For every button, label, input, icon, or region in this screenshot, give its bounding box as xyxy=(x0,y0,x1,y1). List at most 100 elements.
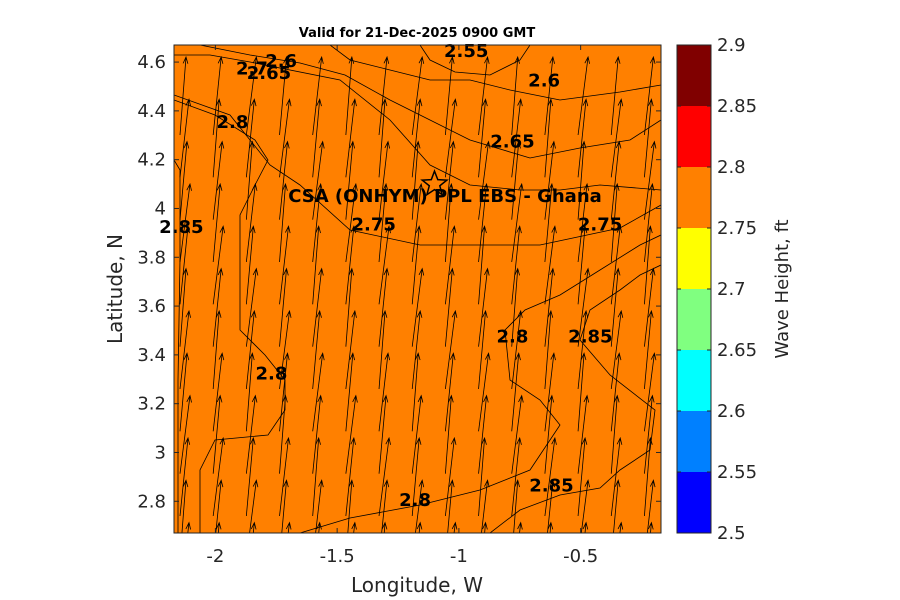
direction-arrow xyxy=(447,479,455,533)
direction-arrow xyxy=(646,479,656,533)
direction-arrow xyxy=(478,98,488,178)
site-marker: CSA (ONHYM) PPL EBS - Ghana xyxy=(288,168,602,207)
direction-arrow xyxy=(644,436,653,517)
direction-arrow xyxy=(411,182,424,263)
site-label: CSA (ONHYM) PPL EBS - Ghana xyxy=(288,186,602,207)
direction-arrow xyxy=(312,98,322,178)
direction-arrow xyxy=(378,436,391,517)
direction-arrow xyxy=(478,182,489,263)
direction-arrow xyxy=(610,267,621,347)
direction-arrow xyxy=(511,55,520,136)
direction-arrow xyxy=(511,309,523,390)
direction-arrow xyxy=(245,309,257,390)
direction-arrow xyxy=(279,436,291,517)
y-tick-label: 3.4 xyxy=(137,345,166,366)
direction-arrow xyxy=(444,309,458,390)
colorbar-swatch xyxy=(677,289,711,350)
wave-direction-arrows xyxy=(179,55,657,533)
direction-arrow xyxy=(212,140,225,220)
direction-arrow xyxy=(478,267,490,347)
direction-arrow xyxy=(279,352,290,432)
direction-arrow xyxy=(312,140,325,220)
x-axis-ticks: -2 -1.5 -1 -0.5 xyxy=(206,45,598,567)
direction-arrow xyxy=(478,225,487,305)
colorbar-swatch xyxy=(677,106,711,167)
direction-arrow xyxy=(511,182,524,263)
direction-arrow xyxy=(610,394,620,474)
direction-arrow xyxy=(181,479,189,533)
direction-arrow xyxy=(378,352,391,432)
direction-arrow xyxy=(312,394,323,474)
colorbar-swatch xyxy=(677,228,711,289)
colorbar-label: Wave Height, ft xyxy=(772,219,793,358)
direction-arrow xyxy=(644,352,657,432)
direction-arrow xyxy=(179,352,190,432)
direction-arrow xyxy=(315,479,324,533)
direction-arrow xyxy=(444,182,454,263)
direction-arrow xyxy=(610,182,620,263)
direction-arrow xyxy=(544,182,555,263)
direction-arrow xyxy=(547,521,554,533)
direction-arrow xyxy=(511,394,524,474)
direction-arrow xyxy=(179,436,191,517)
direction-arrow xyxy=(378,394,389,474)
direction-arrow xyxy=(245,98,257,178)
direction-arrow xyxy=(245,436,256,517)
direction-arrow xyxy=(517,521,523,533)
direction-arrow xyxy=(212,394,223,474)
direction-arrow xyxy=(613,479,621,533)
direction-arrow xyxy=(378,55,390,136)
direction-arrow xyxy=(444,267,455,347)
colorbar: 2.5 2.55 2.6 2.65 2.7 2.75 2.8 2.85 2.9 xyxy=(676,35,757,544)
contour-label: 2.75 xyxy=(351,214,395,235)
x-tick-label: -1.5 xyxy=(320,546,355,567)
direction-arrow xyxy=(544,394,555,474)
direction-arrow xyxy=(215,521,222,533)
direction-arrow xyxy=(279,267,289,347)
direction-arrow xyxy=(544,140,556,220)
contour-label: 2.75 xyxy=(578,214,622,235)
direction-arrow xyxy=(312,182,323,263)
colorbar-tick-label: 2.5 xyxy=(717,523,746,544)
direction-arrow xyxy=(444,140,456,220)
direction-arrow xyxy=(345,394,358,474)
direction-arrow xyxy=(544,309,554,390)
direction-arrow xyxy=(444,98,458,178)
direction-arrow xyxy=(411,352,421,432)
direction-arrow xyxy=(381,479,390,533)
x-tick-label: -0.5 xyxy=(563,546,598,567)
direction-arrow xyxy=(378,267,390,347)
direction-arrow xyxy=(279,182,288,263)
direction-arrow xyxy=(312,352,325,432)
direction-arrow xyxy=(644,182,655,263)
direction-arrow xyxy=(351,521,357,533)
direction-arrow xyxy=(345,436,356,517)
colorbar-tick-label: 2.7 xyxy=(717,279,746,300)
direction-arrow xyxy=(644,98,654,178)
direction-arrow xyxy=(312,55,324,136)
contour-label: 2.85 xyxy=(568,327,612,348)
direction-arrow xyxy=(444,225,457,305)
direction-arrow xyxy=(378,140,391,220)
direction-arrow xyxy=(577,436,588,517)
direction-arrow xyxy=(547,479,556,533)
direction-arrow xyxy=(610,140,622,220)
contour-region-2-5 xyxy=(419,45,531,76)
direction-arrow xyxy=(179,394,192,474)
direction-arrow xyxy=(577,309,589,390)
x-tick-label: -2 xyxy=(206,546,224,567)
direction-arrow xyxy=(444,352,456,432)
direction-arrow xyxy=(648,521,654,533)
direction-arrow xyxy=(312,225,321,305)
direction-arrow xyxy=(179,267,189,347)
direction-arrow xyxy=(411,394,424,474)
direction-arrow xyxy=(212,98,222,178)
direction-arrow xyxy=(378,182,389,263)
direction-arrow xyxy=(215,479,224,533)
direction-arrow xyxy=(644,267,656,347)
direction-arrow xyxy=(345,182,358,263)
direction-arrow xyxy=(279,98,292,178)
colorbar-swatch xyxy=(677,472,711,533)
x-tick-label: -1 xyxy=(450,546,468,567)
direction-arrow xyxy=(644,140,657,220)
